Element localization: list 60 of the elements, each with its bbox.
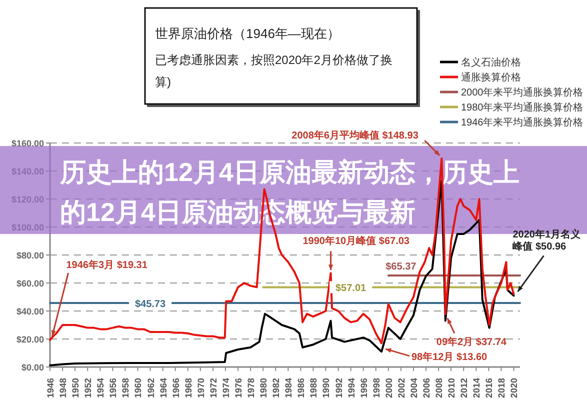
x-tick-label: 1948 — [58, 378, 68, 398]
x-tick-label: 1946 — [46, 378, 56, 398]
x-tick-label: 2014 — [472, 378, 482, 398]
x-tick-label: 1998 — [371, 378, 382, 398]
chart-title: 世界原油价格（1946年—现在） — [155, 26, 340, 41]
x-tick-label: 1966 — [170, 378, 181, 398]
x-tick-label: 1976 — [234, 378, 244, 398]
y-tick-label: $0.00 — [21, 362, 44, 372]
x-tick-label: 1962 — [146, 378, 156, 398]
annotation: $65.37 — [386, 261, 417, 272]
x-tick-label: 2006 — [422, 378, 432, 398]
x-tick-label: 1960 — [133, 378, 144, 398]
annotation: 1990年10月峰值 $67.03 — [302, 235, 410, 248]
annotation: $57.01 — [336, 283, 367, 294]
x-tick-label: 1974 — [220, 378, 231, 398]
legend-label: 通胀换算价格 — [461, 72, 521, 84]
x-tick-label: 1994 — [346, 378, 356, 398]
x-tick-label: 1958 — [120, 378, 131, 398]
x-tick-label: 1968 — [183, 378, 194, 398]
x-tick-label: 1988 — [308, 378, 319, 398]
x-tick-label: 1982 — [271, 378, 282, 398]
x-tick-label: 2018 — [496, 378, 507, 398]
x-tick-label: 1950 — [70, 378, 81, 398]
y-tick-label: $160.00 — [11, 138, 44, 148]
legend-label: 1980年来平均通胀换算价格 — [461, 102, 584, 114]
x-tick-label: 2012 — [459, 378, 470, 398]
legend-label: 2000年来平均通胀换算价格 — [461, 86, 584, 98]
annotation: 98年12月 $13.60 — [412, 350, 488, 363]
x-tick-label: 1996 — [358, 378, 369, 398]
x-tick-label: 1980 — [258, 378, 269, 398]
annotation: 1946年3月 $19.31 — [66, 258, 148, 271]
x-tick-label: 1984 — [284, 378, 294, 398]
x-tick-label: 1956 — [108, 378, 118, 398]
x-tick-label: 1992 — [334, 378, 344, 398]
x-tick-label: 2000 — [384, 378, 394, 398]
x-tick-label: 2010 — [446, 378, 457, 398]
x-tick-label: 1978 — [246, 378, 256, 398]
x-tick-label: 1954 — [96, 378, 106, 398]
x-tick-label: 1952 — [83, 378, 94, 398]
chart-subtitle: 已考虑通胀因素，按照2020年2月价格做了换算) — [155, 53, 392, 89]
x-tick-label: 1972 — [208, 378, 218, 398]
x-tick-label: 1990 — [321, 378, 332, 398]
y-tick-label: $40.00 — [16, 306, 44, 316]
annotation: $45.73 — [134, 298, 166, 310]
y-tick-label: $20.00 — [16, 334, 44, 344]
x-tick-label: 1986 — [296, 378, 306, 398]
x-tick-label: 2004 — [408, 378, 419, 398]
y-tick-label: $60.00 — [16, 278, 44, 288]
legend-label: 1946年来平均通胀换算价格 — [461, 116, 584, 128]
x-tick-label: 1970 — [196, 378, 206, 398]
x-tick-label: 2020 — [509, 378, 520, 398]
x-tick-label: 2002 — [396, 378, 406, 398]
x-tick-label: 2016 — [484, 378, 494, 398]
x-tick-label: 1964 — [158, 378, 168, 398]
y-tick-label: $80.00 — [16, 250, 44, 260]
annotation: 2020年1月名义峰值 $50.96 — [512, 228, 582, 253]
annotation: 2008年6月平均峰值 $148.93 — [292, 130, 419, 142]
x-tick-label: 2008 — [434, 378, 444, 398]
annotation: 09年2月 $37.74 — [436, 336, 507, 348]
legend-label: 名义石油价格 — [461, 56, 521, 68]
